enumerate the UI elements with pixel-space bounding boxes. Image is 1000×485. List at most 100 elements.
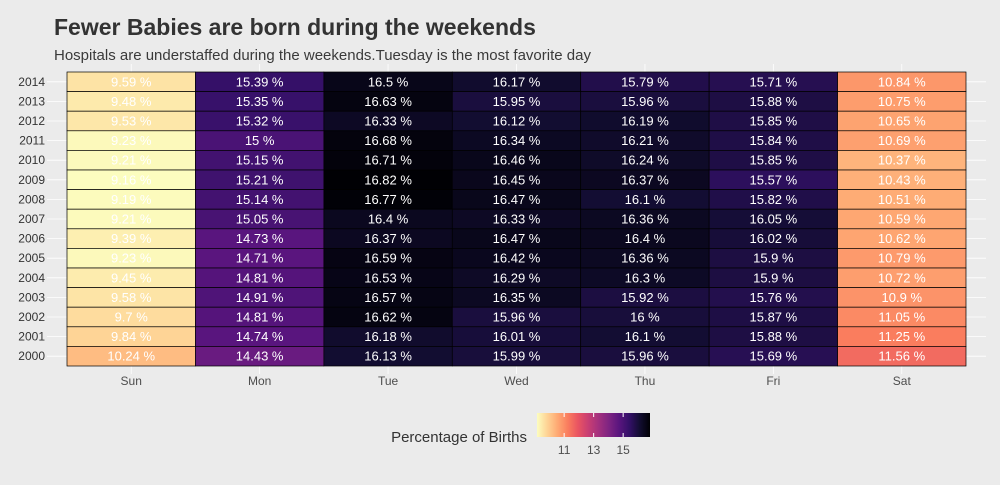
cell-label: 16.62 % — [364, 310, 412, 325]
cell-label: 16 % — [630, 310, 660, 325]
cell-label: 15.96 % — [621, 94, 669, 109]
cell-label: 9.23 % — [111, 251, 152, 266]
cell-label: 10.69 % — [878, 133, 926, 148]
cell-label: 15.57 % — [750, 172, 798, 187]
y-tick-label: 2001 — [18, 330, 45, 344]
cell-label: 16.45 % — [493, 172, 541, 187]
heatmap-cells — [66, 71, 967, 367]
cell-label: 11.56 % — [878, 349, 925, 364]
y-tick-label: 2005 — [18, 251, 45, 265]
cell-label: 9.21 % — [111, 153, 152, 168]
cell-label: 16.19 % — [621, 114, 669, 129]
cell-label: 11.05 % — [878, 310, 925, 325]
cell-label: 16.12 % — [493, 114, 541, 129]
cell-label: 15.95 % — [493, 94, 541, 109]
cell-label: 15.05 % — [236, 212, 284, 227]
cell-label: 14.91 % — [236, 290, 284, 305]
cell-label: 16.18 % — [364, 329, 412, 344]
cell-label: 16.35 % — [493, 290, 541, 305]
cell-label: 16.4 % — [368, 212, 409, 227]
chart-subtitle: Hospitals are understaffed during the we… — [54, 47, 591, 64]
cell-label: 16.37 % — [621, 172, 669, 187]
cell-label: 15.69 % — [750, 349, 798, 364]
cell-label: 15.85 % — [750, 153, 798, 168]
cell-label: 16.33 % — [364, 114, 412, 129]
cell-label: 14.43 % — [236, 349, 284, 364]
cell-label: 9.21 % — [111, 212, 152, 227]
cell-label: 10.65 % — [878, 114, 926, 129]
cell-label: 9.7 % — [115, 310, 149, 325]
x-tick-label: Sat — [893, 374, 912, 388]
cell-label: 14.74 % — [236, 329, 284, 344]
legend-ticks: 11 13 15 — [558, 413, 630, 457]
x-tick-label: Tue — [378, 374, 399, 388]
cell-label: 16.01 % — [493, 329, 541, 344]
cell-label: 9.23 % — [111, 133, 152, 148]
cell-label: 15.32 % — [236, 114, 284, 129]
cell-label: 16.33 % — [493, 212, 541, 227]
cell-label: 16.53 % — [364, 270, 412, 285]
cell-label: 14.81 % — [236, 270, 284, 285]
cell-label: 15.14 % — [236, 192, 284, 207]
legend-tick-label: 11 — [558, 443, 571, 457]
cell-label: 10.59 % — [878, 212, 926, 227]
cell-label: 9.53 % — [111, 114, 152, 129]
color-legend: Percentage of Births 11 13 15 — [391, 413, 650, 457]
x-tick-label: Wed — [504, 374, 528, 388]
cell-label: 10.24 % — [107, 349, 155, 364]
cell-label: 14.73 % — [236, 231, 284, 246]
cell-label: 10.9 % — [882, 290, 923, 305]
cell-label: 15.9 % — [753, 270, 794, 285]
y-tick-label: 2012 — [18, 114, 45, 128]
cell-label: 15.71 % — [750, 74, 798, 89]
cell-label: 16.57 % — [364, 290, 412, 305]
x-tick-label: Mon — [248, 374, 271, 388]
cell-label: 15.35 % — [236, 94, 284, 109]
cell-label: 15.88 % — [750, 94, 798, 109]
y-tick-label: 2004 — [18, 271, 45, 285]
cell-label: 10.37 % — [878, 153, 926, 168]
heatmap-cell-labels: 9.59 % 15.39 % 16.5 % 16.17 % 15.79 % 15.71 %… — [107, 74, 926, 363]
cell-label: 16.36 % — [621, 251, 669, 266]
cell-label: 11.25 % — [878, 329, 925, 344]
cell-label: 9.59 % — [111, 74, 152, 89]
cell-label: 16.77 % — [364, 192, 412, 207]
cell-label: 16.37 % — [364, 231, 412, 246]
y-tick-label: 2006 — [18, 232, 45, 246]
x-tick-label: Thu — [635, 374, 656, 388]
cell-label: 16.63 % — [364, 94, 412, 109]
cell-label: 10.43 % — [878, 172, 926, 187]
cell-label: 15.99 % — [493, 349, 541, 364]
cell-label: 9.16 % — [111, 172, 152, 187]
y-tick-label: 2008 — [18, 192, 45, 206]
heatmap-cell — [837, 346, 967, 367]
cell-label: 9.19 % — [111, 192, 152, 207]
cell-label: 10.62 % — [878, 231, 926, 246]
cell-label: 14.71 % — [236, 251, 284, 266]
y-tick-label: 2011 — [19, 134, 45, 148]
cell-label: 16.17 % — [493, 74, 541, 89]
cell-label: 16.05 % — [750, 212, 798, 227]
cell-label: 15.79 % — [621, 74, 669, 89]
cell-label: 15.82 % — [750, 192, 798, 207]
cell-label: 16.47 % — [493, 231, 541, 246]
cell-label: 15.87 % — [750, 310, 798, 325]
cell-label: 10.84 % — [878, 74, 926, 89]
cell-label: 16.59 % — [364, 251, 412, 266]
cell-label: 16.21 % — [621, 133, 669, 148]
x-axis: Sun Mon Tue Wed Thu Fri Sat — [121, 374, 912, 388]
cell-label: 16.29 % — [493, 270, 541, 285]
cell-label: 16.5 % — [368, 74, 409, 89]
cell-label: 9.45 % — [111, 270, 152, 285]
cell-label: 15.76 % — [750, 290, 798, 305]
cell-label: 16.24 % — [621, 153, 669, 168]
cell-label: 16.4 % — [625, 231, 666, 246]
legend-tick-label: 15 — [616, 443, 630, 457]
cell-label: 16.1 % — [625, 329, 666, 344]
cell-label: 15.96 % — [493, 310, 541, 325]
cell-label: 16.82 % — [364, 172, 412, 187]
legend-title: Percentage of Births — [391, 429, 527, 446]
cell-label: 15.9 % — [753, 251, 794, 266]
cell-label: 10.72 % — [878, 270, 926, 285]
